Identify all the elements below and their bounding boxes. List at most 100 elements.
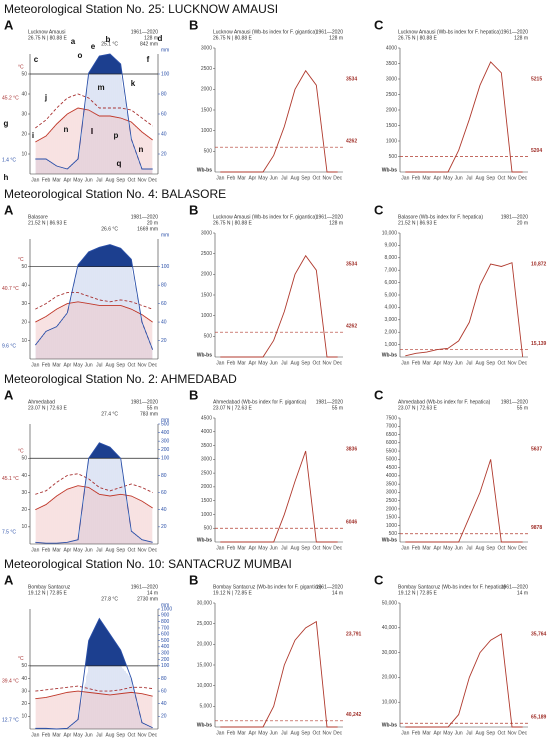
coordinates: 26.75 N | 80.88 E <box>28 35 67 41</box>
station-name: Ahmedabad <box>28 399 55 405</box>
x-tick-label: Feb <box>412 730 421 736</box>
temperature-line <box>35 301 153 323</box>
wbbs-chart: C Lucknow Amausi (Wb-bs index for F. hepa… <box>374 17 542 181</box>
coordinates: 26.75 N | 80.88 E <box>398 35 437 41</box>
y-tick-label: 20 <box>21 319 27 325</box>
y-tick-label: 1500 <box>201 498 212 504</box>
x-tick-label: Apr <box>433 545 441 551</box>
y-tick-label: 500 <box>204 334 213 340</box>
y2-tick-label: 200 <box>161 657 170 663</box>
x-tick-label: Mar <box>52 547 61 553</box>
x-tick-label: Apr <box>433 175 441 181</box>
chart-title: Ahmedabad (Wb-bs index for F. hepatica) <box>398 399 491 405</box>
y2-tick-label: 700 <box>161 625 170 631</box>
panel-letter: B <box>189 387 198 402</box>
y-unit: °C <box>18 656 24 662</box>
x-tick-label: Jun <box>455 545 463 551</box>
x-tick-label: Jun <box>270 175 278 181</box>
x-tick-label: Jun <box>270 545 278 551</box>
wbbs-chart: C Bombay Santacruz (Wb-bs index for F. he… <box>374 572 547 736</box>
x-tick-label: Mar <box>237 360 246 366</box>
panel-letter: C <box>374 202 384 217</box>
x-tick-label: Jul <box>281 730 287 736</box>
x-tick-label: Dec <box>148 177 157 183</box>
y-tick-label: 10 <box>21 714 27 720</box>
x-tick-label: May <box>73 732 83 738</box>
panel-letter: C <box>374 387 384 402</box>
x-tick-label: Apr <box>63 732 71 738</box>
side-value-label: 23,791 <box>346 631 362 637</box>
x-tick-label: Nov <box>138 547 147 553</box>
mean-temperature: 26.6 °C <box>101 226 118 232</box>
annual-precipitation: 1669 mm <box>137 226 158 232</box>
y-tick-label: 3500 <box>201 443 212 449</box>
elevation: 14 m <box>517 590 528 596</box>
side-value-label: 4262 <box>346 324 357 330</box>
x-tick-label: Mar <box>422 175 431 181</box>
x-tick-label: Oct <box>497 360 505 366</box>
x-tick-label: Jan <box>401 175 409 181</box>
x-tick-label: Oct <box>127 547 135 553</box>
x-tick-label: Jul <box>466 175 472 181</box>
x-tick-label: Jul <box>96 177 102 183</box>
annotation-letter: i <box>32 131 34 140</box>
period: 1961—2020 <box>316 29 343 35</box>
x-tick-label: Sep <box>116 732 125 738</box>
x-tick-label: Apr <box>248 545 256 551</box>
x-tick-label: Jul <box>466 545 472 551</box>
coordinates: 26.75 N | 80.88 E <box>213 35 252 41</box>
period: 1981—2020 <box>501 214 528 220</box>
period: 1961—2020 <box>131 584 158 590</box>
elevation: 14 m <box>147 590 158 596</box>
y2-unit: mm <box>161 47 169 53</box>
y-tick-label: 8,000 <box>384 255 397 261</box>
y2-tick-label: 900 <box>161 613 170 619</box>
chart-title: Bombay Santacruz (Wb-bs index for F. hep… <box>398 584 506 590</box>
y-unit: °C <box>18 449 24 455</box>
y2-unit: mm <box>161 417 169 423</box>
side-value-label: 6046 <box>346 520 357 526</box>
panel-letter: C <box>374 17 384 32</box>
y-tick-label: 7,000 <box>384 268 397 274</box>
x-tick-label: Mar <box>422 545 431 551</box>
y2-tick-label: 400 <box>161 644 170 650</box>
station-name: Lucknow Amausi <box>28 29 66 35</box>
x-tick-label: May <box>258 545 268 551</box>
panel-letter: A <box>4 17 14 32</box>
elevation: 55 m <box>517 405 528 411</box>
x-tick-label: Oct <box>497 730 505 736</box>
x-tick-label: May <box>443 175 453 181</box>
temperature-line <box>35 473 153 495</box>
x-tick-label: Sep <box>116 177 125 183</box>
y-tick-label: 1000 <box>201 313 212 319</box>
x-tick-label: May <box>73 362 83 368</box>
x-tick-label: Apr <box>63 362 71 368</box>
y-tick-label: 5,000 <box>199 704 212 710</box>
y-tick-label: 40 <box>21 473 27 479</box>
period: 1961—2020 <box>316 214 343 220</box>
x-tick-label: Nov <box>323 545 332 551</box>
y-tick-label: 6,000 <box>384 280 397 286</box>
panel-letter: A <box>4 572 14 587</box>
arid-hatch <box>35 485 153 544</box>
x-tick-label: Aug <box>476 545 485 551</box>
y-tick-label: 500 <box>204 149 213 155</box>
x-tick-label: May <box>73 177 83 183</box>
y2-tick-label: 100 <box>161 71 170 77</box>
annotation-letter: b <box>106 35 111 44</box>
max-temperature-label: 39.4 °C <box>2 678 19 684</box>
x-tick-label: May <box>443 730 453 736</box>
side-value-label: 5637 <box>531 446 542 452</box>
annotation-letter: g <box>4 119 9 128</box>
y-tick-label: 2500 <box>201 470 212 476</box>
side-value-label: 10,872 <box>531 261 547 267</box>
side-value-label: 40,242 <box>346 712 362 718</box>
x-tick-label: Sep <box>301 175 310 181</box>
y-tick-label: 4000 <box>386 45 397 51</box>
x-tick-label: Oct <box>312 730 320 736</box>
y-tick-label: 20,000 <box>382 675 398 681</box>
min-temperature-label: 1.4 °C <box>2 157 16 163</box>
x-tick-label: Dec <box>518 175 527 181</box>
